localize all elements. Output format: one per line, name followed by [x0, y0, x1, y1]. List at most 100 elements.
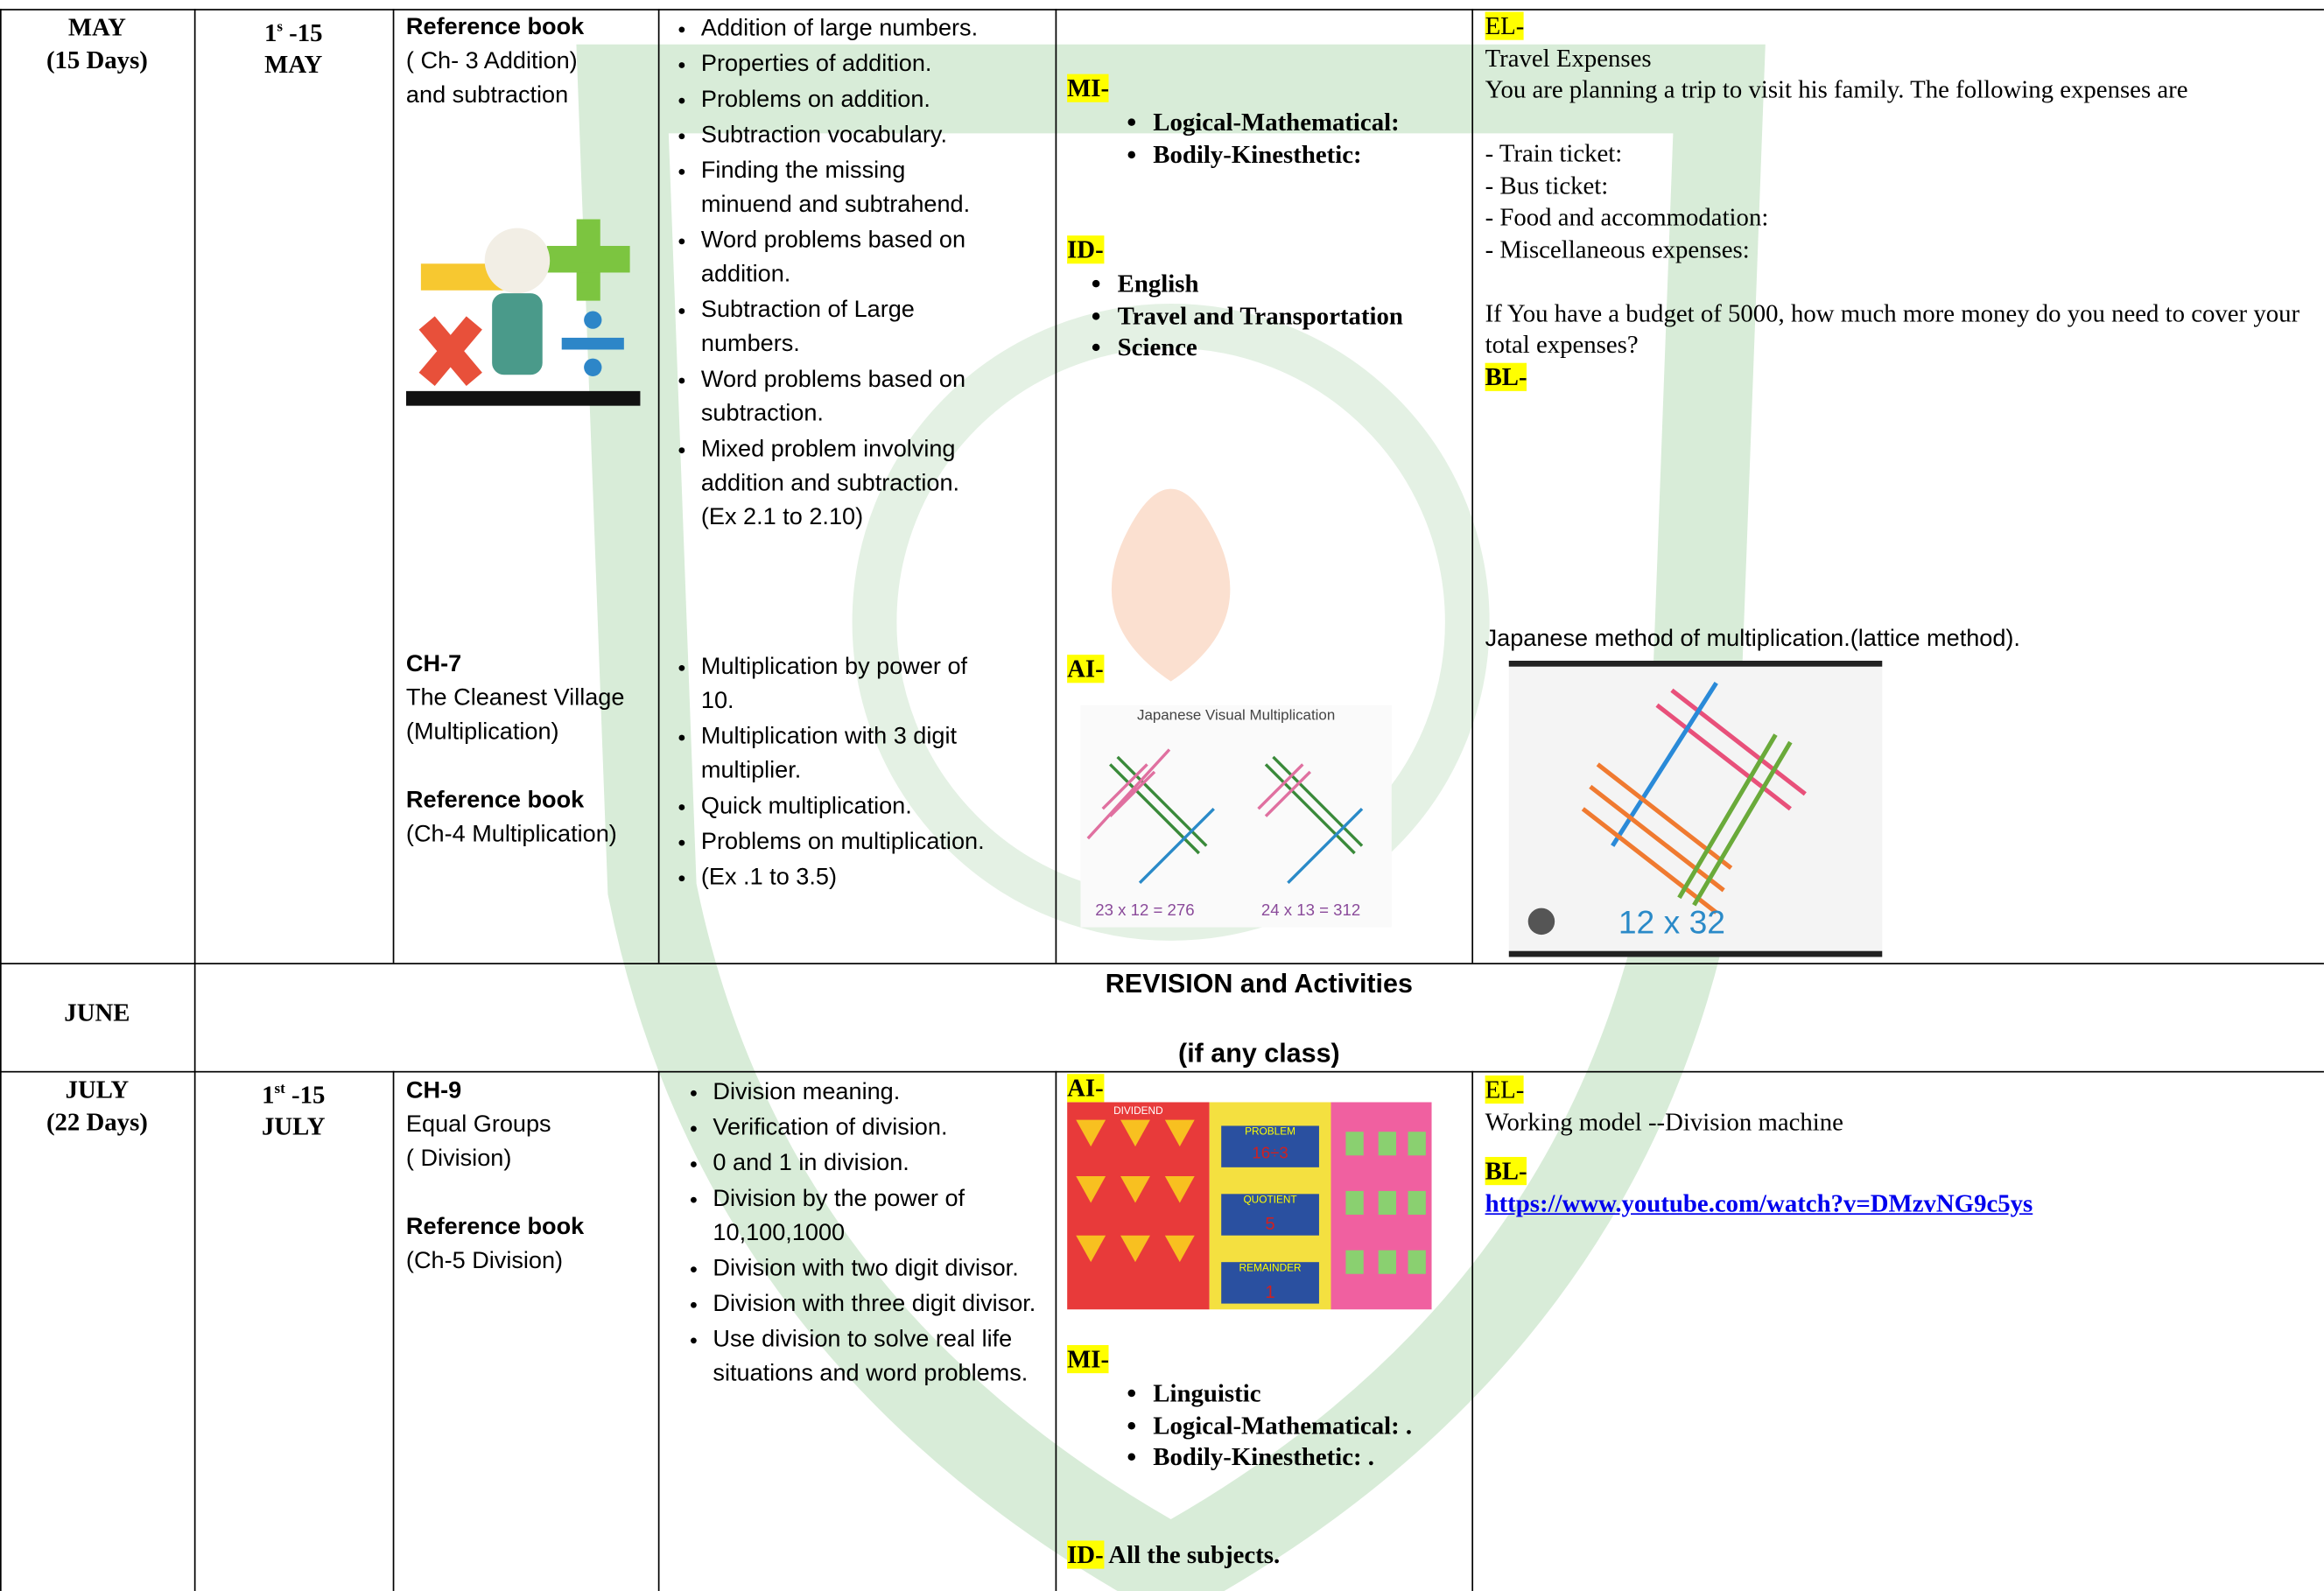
chapter-lines: Equal Groups ( Division) [406, 1108, 658, 1176]
image-text: 1 [1265, 1283, 1274, 1302]
list-item: English [1118, 268, 1518, 299]
activities: EL- Working model --Division machine BL-… [1485, 1074, 2315, 1219]
content-list: Division meaning.Verification of divisio… [659, 1076, 1052, 1392]
topics-2: CH-7 The Cleanest Village (Multiplication… [406, 648, 658, 852]
list-item: Multiplication with 3 digit multiplier. [701, 720, 998, 788]
label: BL- [1485, 1156, 1527, 1186]
id-list: EnglishTravel and TransportationScience [1064, 268, 1518, 363]
list-item: Bodily-Kinesthetic: [1153, 138, 1523, 170]
activities: EL- Travel Expenses You are planning a t… [1485, 11, 2315, 393]
list-item: Quick multiplication. [701, 789, 998, 824]
book-lines: (Ch-5 Division) [406, 1244, 658, 1279]
image-eq: 24 x 13 = 312 [1261, 901, 1360, 919]
rule [1055, 1070, 1057, 1591]
topics: CH-9 Equal Groups ( Division) Reference b… [406, 1074, 658, 1279]
mi-list: LinguisticLogical-Mathematical: .Bodily-… [1097, 1377, 1524, 1473]
date: 1st -15 [194, 1074, 393, 1111]
lattice-image: 12 x 32 [1508, 660, 1883, 957]
list-item: Division with three digit divisor. [713, 1287, 1052, 1321]
book-lines: (Ch-4 Multiplication) [406, 817, 658, 852]
video-link[interactable]: https://www.youtube.com/watch?v=DMzvNG9c… [1485, 1188, 2033, 1217]
image-text: QUOTIENT [1243, 1193, 1296, 1205]
activity-title: Travel Expenses [1485, 43, 1652, 73]
revision-note: (if any class) [1178, 1038, 1340, 1069]
list-item: Linguistic [1153, 1377, 1523, 1409]
image-text: DIVIDEND [1113, 1104, 1163, 1117]
line: The Cleanest Village [405, 685, 625, 711]
list-item: Science [1118, 332, 1518, 363]
list-item: Word problems based on subtraction. [701, 363, 998, 431]
date-num: 1 [263, 18, 277, 47]
activity-intro: You are planning a trip to visit his fam… [1485, 75, 2188, 104]
line: (Ch-4 Multiplication) [405, 822, 617, 848]
image-text: 16÷3 [1252, 1144, 1288, 1162]
label: BL- [1485, 361, 1527, 391]
topics: Reference book ( Ch- 3 Addition) and subt… [406, 11, 658, 113]
days: (22 Days) [46, 1107, 148, 1136]
line: ( Division) [405, 1146, 512, 1172]
list-item: Logical-Mathematical: . [1153, 1410, 1523, 1441]
content-list: Addition of large numbers.Properties of … [648, 12, 998, 536]
math-illustration [405, 219, 641, 406]
date-rest: -15 [282, 18, 323, 47]
book-heading: Reference book [405, 1215, 585, 1240]
list-item: Verification of division. [713, 1111, 1052, 1146]
rule [0, 9, 2324, 11]
list-item: Problems on addition. [701, 83, 998, 117]
el-text: Working model --Division machine [1485, 1107, 1843, 1136]
id-text: All the subjects. [1108, 1540, 1281, 1569]
month: JUNE [64, 998, 130, 1027]
line: - Bus ticket: [1485, 171, 1609, 200]
list-item: Problems on multiplication. [701, 825, 998, 859]
image-title: Japanese Visual Multiplication [1137, 707, 1335, 724]
expenses: - Train ticket: - Bus ticket: - Food and a… [1485, 137, 2315, 265]
mi-label: MI- [1067, 74, 1110, 104]
id-label: ID- [1067, 235, 1104, 265]
list-item: Bodily-Kinesthetic: . [1153, 1441, 1523, 1473]
ai-image: DIVIDEND PROBLEM 16÷3 QUOTIENT 5 REMAINDER… [1067, 1102, 1432, 1310]
month: JULY [65, 1075, 130, 1104]
image-text: REMAINDER [1239, 1261, 1302, 1273]
rule [392, 1070, 395, 1591]
book-lines: ( Ch- 3 Addition) and subtraction [406, 45, 658, 113]
list-item: (Ex .1 to 3.5) [701, 860, 998, 894]
rule [0, 9, 2, 1591]
date-month: JULY [261, 1112, 326, 1141]
line: - Miscellaneous expenses: [1485, 235, 1750, 263]
line: - Train ticket: [1485, 139, 1623, 168]
revision: REVISION and Activities (if any class) [194, 967, 2324, 1070]
book-heading: Reference book [405, 14, 585, 40]
date: 1s -15 [194, 12, 393, 50]
date-cell: 1st -15 JULY [194, 1074, 393, 1143]
date-cell: 1s -15 MAY [194, 12, 393, 81]
date-sup: st [274, 1081, 285, 1098]
chapter-lines: The Cleanest Village (Multiplication) [406, 682, 658, 750]
list-item: Division meaning. [713, 1076, 1052, 1110]
label: ID- [1067, 235, 1104, 264]
rule [1055, 9, 1057, 964]
line: Equal Groups [405, 1112, 551, 1138]
date-sup: s [277, 19, 283, 36]
date-num: 1 [262, 1081, 275, 1110]
month: MAY [67, 13, 126, 42]
days: (15 Days) [46, 45, 148, 74]
label: AI- [1067, 655, 1104, 683]
list-item: Finding the missing minuend and subtrahe… [701, 154, 998, 222]
content-list: Multiplication by power of 10.Multiplica… [648, 650, 998, 896]
line: ( Ch- 3 Addition) [405, 48, 578, 74]
id-line: ID- All the subjects. [1067, 1539, 1280, 1571]
list-item: Use division to solve real life situatio… [713, 1323, 1052, 1391]
rule [1471, 9, 1474, 964]
month-cell: MAY (15 Days) [0, 12, 194, 76]
image-text: PROBLEM [1245, 1125, 1295, 1138]
rule [392, 9, 395, 964]
list-item: Division with two digit divisor. [713, 1251, 1052, 1286]
rule [657, 9, 660, 964]
line: (Multiplication) [405, 719, 559, 746]
line: and subtraction [405, 82, 569, 109]
lattice-caption: Japanese method of multiplication.(latti… [1485, 627, 2020, 652]
date-rest: -15 [284, 1081, 326, 1110]
label: AI- [1067, 1074, 1104, 1103]
rule [0, 963, 2324, 964]
